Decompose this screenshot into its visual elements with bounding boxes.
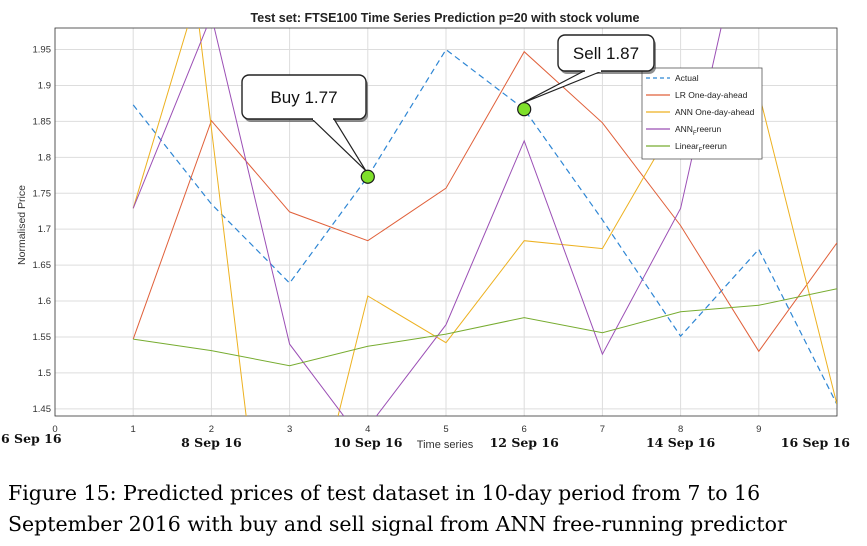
legend-box bbox=[641, 67, 763, 160]
x-tick-label: 2 bbox=[209, 424, 214, 435]
x-tick-label: 4 bbox=[365, 424, 370, 435]
figure-caption: Figure 15: Predicted prices of test data… bbox=[8, 478, 863, 540]
y-axis-label: Normalised Price bbox=[16, 185, 28, 265]
y-tick-label: 1.95 bbox=[33, 45, 52, 56]
chart-title: Test set: FTSE100 Time Series Prediction… bbox=[251, 11, 640, 25]
date-label: 8 Sep 16 bbox=[181, 435, 242, 450]
x-tick-label: 5 bbox=[443, 424, 448, 435]
date-label: 16 Sep 16 bbox=[781, 435, 851, 450]
date-label: 14 Sep 16 bbox=[646, 435, 716, 450]
plot-frame bbox=[54, 27, 838, 417]
chart: Test set: FTSE100 Time Series Prediction… bbox=[1, 11, 851, 451]
y-tick-label: 1.7 bbox=[38, 224, 51, 235]
date-label: 12 Sep 16 bbox=[490, 435, 560, 450]
series-line-2 bbox=[132, 50, 837, 353]
series-line-5 bbox=[133, 288, 837, 367]
caption-line-1: Figure 15: Predicted prices of test data… bbox=[8, 481, 761, 505]
legend-label: ANNFreerun bbox=[675, 124, 721, 137]
legend-label: ANN One-day-ahead bbox=[675, 107, 755, 117]
y-tick-label: 1.85 bbox=[33, 116, 52, 127]
y-tick-label: 1.45 bbox=[33, 404, 52, 415]
y-tick-label: 1.75 bbox=[33, 188, 52, 199]
y-tick-label: 1.9 bbox=[38, 80, 51, 91]
callout-box bbox=[241, 74, 367, 120]
caption-line-2: September 2016 with buy and sell signal … bbox=[8, 512, 787, 536]
y-tick-label: 1.55 bbox=[33, 332, 52, 343]
series-line-1 bbox=[132, 48, 837, 405]
x-tick-label: 7 bbox=[600, 424, 605, 435]
legend-label: LR One-day-ahead bbox=[675, 90, 748, 100]
callout-text: Sell 1.87 bbox=[573, 44, 639, 63]
x-tick-label: 8 bbox=[678, 424, 683, 435]
signal-marker bbox=[360, 169, 375, 184]
x-tick-label: 0 bbox=[52, 424, 57, 435]
callout-text: Buy 1.77 bbox=[270, 88, 337, 107]
y-tick-label: 1.65 bbox=[33, 260, 52, 271]
x-tick-label: 9 bbox=[756, 424, 761, 435]
x-axis-label: Time series bbox=[417, 439, 474, 451]
y-tick-label: 1.5 bbox=[38, 368, 51, 379]
date-label: 10 Sep 16 bbox=[333, 435, 403, 450]
y-tick-label: 1.8 bbox=[38, 152, 51, 163]
legend-label: Actual bbox=[675, 73, 699, 83]
legend-label: LinearFreerun bbox=[675, 141, 727, 154]
series-line-4 bbox=[132, 28, 722, 416]
y-tick-label: 1.6 bbox=[38, 296, 51, 307]
x-tick-label: 3 bbox=[287, 424, 292, 435]
signal-marker bbox=[517, 102, 532, 117]
x-tick-label: 1 bbox=[131, 424, 136, 435]
date-label: 6 Sep 16 bbox=[1, 431, 62, 446]
x-tick-label: 6 bbox=[522, 424, 527, 435]
callout-box bbox=[557, 34, 655, 72]
